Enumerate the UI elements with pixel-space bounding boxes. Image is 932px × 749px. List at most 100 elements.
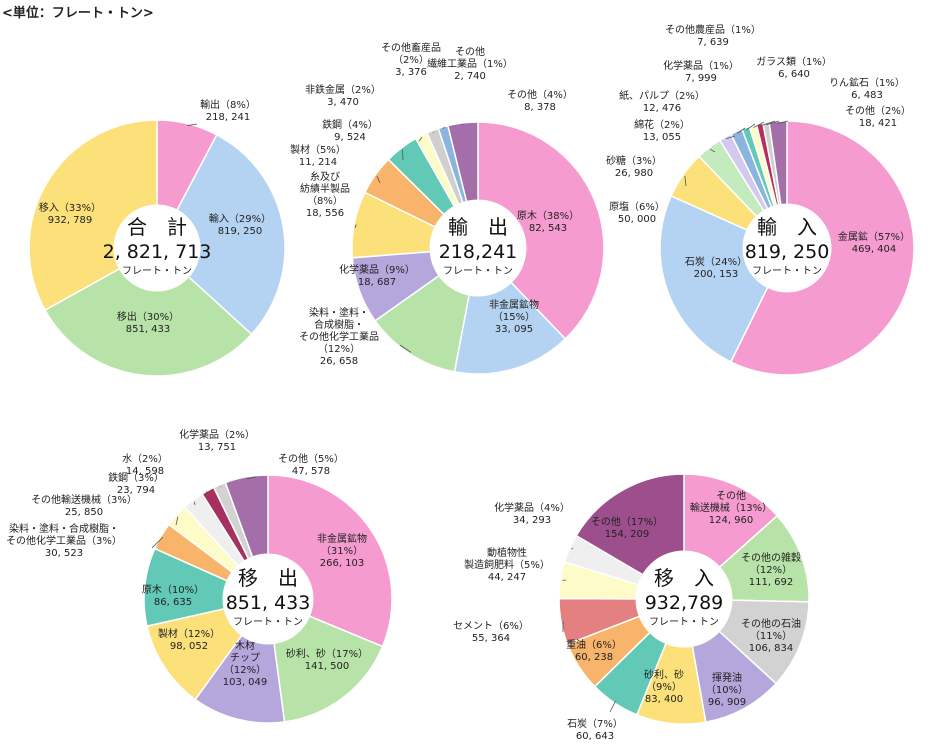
slice-label-export-2: 染料・塗料・合成樹脂・その他化学工業品（12%） 26, 658 bbox=[299, 306, 379, 367]
center-unit-total: フレート・トン bbox=[122, 266, 192, 277]
slice-label-total-1: 輸入（29%） 819, 250 bbox=[209, 212, 271, 237]
leader-line-import-3 bbox=[710, 148, 716, 153]
leader-line-import-5 bbox=[736, 127, 746, 134]
leader-line-outbound-6 bbox=[175, 516, 179, 526]
slice-label-outbound-9: 化学薬品（2%） 13, 751 bbox=[179, 428, 255, 453]
slice-label-import-4: 綿花（2%） 13, 055 bbox=[634, 118, 690, 143]
slice-label-outbound-7: 鉄鋼（3%） 23, 794 bbox=[108, 471, 164, 496]
pie-slice-outbound-4 bbox=[143, 547, 271, 628]
slice-label-inbound-0: その他輸送機械（13%） 124, 960 bbox=[690, 489, 772, 526]
center-title-total: 合 計 bbox=[127, 215, 187, 239]
leader-line-export-4 bbox=[354, 224, 357, 229]
unit-label: <単位：フレート・トン> bbox=[2, 6, 154, 21]
pie-chart-export: 原木（38%） 82, 543 非金属鉱物（15%） 33, 095 染料・塗料・合成樹… bbox=[290, 41, 605, 375]
slice-label-export-6: 鉄鋼（4%） 9, 524 bbox=[322, 118, 378, 143]
leader-line-inbound-5 bbox=[609, 700, 616, 713]
center-title-import: 輸 入 bbox=[757, 215, 817, 239]
slice-label-inbound-4: 砂利、砂（9%） 83, 400 bbox=[644, 668, 684, 705]
center-circle-export bbox=[429, 199, 527, 297]
pie-slice-total-2 bbox=[44, 247, 253, 377]
center-total-outbound: 851, 433 bbox=[226, 592, 311, 614]
slice-label-import-1: 石炭（24%） 200, 153 bbox=[685, 256, 747, 280]
leader-line-outbound-7 bbox=[193, 501, 196, 506]
leader-line-outbound-5 bbox=[151, 536, 164, 549]
slice-label-import-5: 紙、パルプ（2%） 12, 476 bbox=[619, 89, 705, 114]
leader-line-import-9 bbox=[766, 120, 780, 126]
slice-label-export-1: 非金属鉱物（15%） 33, 095 bbox=[489, 298, 539, 335]
slice-label-inbound-7: セメント（6%） 55, 364 bbox=[453, 620, 529, 644]
leader-line-total-0 bbox=[187, 123, 198, 127]
slice-label-import-0: 金属鉱（57%） 469, 404 bbox=[838, 230, 910, 255]
slice-label-export-3: 化学薬品（9%） 18, 687 bbox=[339, 263, 415, 288]
leader-line-import-2 bbox=[684, 175, 687, 187]
center-total-total: 2, 821, 713 bbox=[103, 241, 212, 263]
slice-label-outbound-3: 製材（12%） 98, 052 bbox=[158, 627, 220, 652]
center-unit-outbound: フレート・トン bbox=[233, 617, 303, 628]
slice-label-import-7: その他農産品（1%） 7, 639 bbox=[665, 23, 761, 48]
center-title-outbound: 移 出 bbox=[238, 566, 298, 590]
slice-label-inbound-8: 動植物性製造飼肥料（5%） 44, 247 bbox=[464, 546, 550, 583]
slice-label-import-3: 砂糖（3%） 26, 980 bbox=[606, 154, 662, 179]
slice-label-import-10: その他（2%） 18, 421 bbox=[845, 104, 911, 129]
slice-label-inbound-2: その他の石油（11%） 106, 834 bbox=[741, 617, 801, 654]
center-circle-import bbox=[742, 203, 832, 293]
slice-label-import-9: りん鉱石（1%） 6, 483 bbox=[829, 76, 905, 101]
slice-label-outbound-1: 砂利、砂（17%） 141, 500 bbox=[286, 647, 368, 672]
leader-line-export-5 bbox=[376, 175, 381, 184]
slice-label-export-7: 非鉄金属（2%） 3, 470 bbox=[305, 83, 381, 108]
slice-label-outbound-6: その他輸送機械（3%） 25, 850 bbox=[31, 493, 137, 518]
slice-label-import-2: 原塩（6%） 50, 000 bbox=[609, 200, 665, 225]
center-circle-inbound bbox=[635, 550, 733, 648]
slice-label-export-0: 原木（38%） 82, 543 bbox=[517, 210, 579, 234]
leader-line-inbound-9 bbox=[571, 547, 574, 550]
slice-label-import-6: 化学薬品（1%） 7, 999 bbox=[663, 59, 739, 84]
slice-label-outbound-5: 染料・塗料・合成樹脂・その他化学工業品（3%） 30, 523 bbox=[6, 522, 122, 559]
center-total-import: 819, 250 bbox=[745, 241, 830, 263]
center-title-inbound: 移 入 bbox=[654, 566, 714, 590]
slice-label-inbound-6: 重油（6%） 60, 238 bbox=[566, 638, 622, 663]
pie-chart-import: 金属鉱（57%） 469, 404 石炭（24%） 200, 153 原塩（6%） 50,… bbox=[606, 23, 915, 376]
slice-label-outbound-10: その他（5%） 47, 578 bbox=[278, 452, 344, 477]
pie-slice-export-0 bbox=[477, 121, 605, 340]
pie-chart-total: 輸出（8%） 218, 241 輸入（29%） 819, 250 移出（30%） 851,… bbox=[28, 98, 286, 377]
slice-label-inbound-1: その他の雑穀（12%） 111, 692 bbox=[741, 551, 801, 588]
leader-line-import-8 bbox=[760, 120, 776, 127]
slice-label-inbound-5: 石炭（7%） 60, 643 bbox=[567, 718, 623, 742]
slice-label-inbound-3: 揮発油（10%） 96, 909 bbox=[706, 671, 748, 708]
leader-line-import-6 bbox=[746, 123, 756, 131]
slice-label-export-10: その他（4%） 8, 378 bbox=[507, 88, 573, 113]
slice-label-export-4: 糸及び紡績半製品（8%） 18, 556 bbox=[300, 171, 350, 219]
leader-line-export-7 bbox=[418, 137, 423, 142]
slice-label-total-0: 輸出（8%） 218, 241 bbox=[200, 98, 256, 123]
slice-label-outbound-0: 非金属鉱物（31%） 266, 103 bbox=[317, 532, 367, 569]
slice-label-inbound-9: 化学薬品（4%） 34, 293 bbox=[494, 501, 570, 526]
center-unit-export: フレート・トン bbox=[443, 266, 513, 277]
slice-label-total-2: 移出（30%） 851, 433 bbox=[117, 310, 179, 335]
center-total-export: 218,241 bbox=[439, 241, 518, 263]
center-circle-total bbox=[113, 204, 201, 292]
slice-label-export-5: 製材（5%） 11, 214 bbox=[290, 143, 346, 168]
slice-label-total-3: 移入（33%） 932, 789 bbox=[39, 201, 101, 226]
leader-line-export-2 bbox=[399, 344, 412, 353]
pie-chart-outbound: 非金属鉱物（31%） 266, 103 砂利、砂（17%） 141, 500 木材チップ… bbox=[6, 428, 393, 724]
slice-label-export-9: その他繊維工業品（1%） 2, 740 bbox=[427, 45, 513, 82]
center-unit-inbound: フレート・トン bbox=[649, 617, 719, 628]
slice-label-outbound-2: 木材チップ（12%） 103, 049 bbox=[223, 639, 268, 688]
slice-label-import-8: ガラス類（1%） 6, 640 bbox=[756, 56, 832, 80]
center-unit-import: フレート・トン bbox=[752, 266, 822, 277]
leader-line-import-10 bbox=[778, 120, 789, 124]
leader-line-outbound-10 bbox=[246, 476, 257, 480]
center-title-export: 輸 出 bbox=[448, 215, 508, 239]
leader-line-export-10 bbox=[461, 123, 464, 126]
leader-line-import-7 bbox=[753, 121, 765, 128]
pie-slice-total-1 bbox=[156, 133, 286, 336]
slice-label-outbound-4: 原木（10%） 86, 635 bbox=[142, 584, 204, 608]
leader-line-import-4 bbox=[726, 135, 736, 140]
slice-label-export-8: その他畜産品（2%） 3, 376 bbox=[381, 41, 441, 78]
slice-label-inbound-10: その他（17%） 154, 209 bbox=[591, 515, 663, 540]
center-total-inbound: 932,789 bbox=[645, 592, 724, 614]
center-circle-outbound bbox=[222, 553, 314, 645]
slice-label-outbound-8: 水（2%） 14, 598 bbox=[122, 453, 168, 477]
pie-chart-inbound: その他輸送機械（13%） 124, 960 その他の雑穀（12%） 111, 692 そ… bbox=[453, 473, 810, 742]
